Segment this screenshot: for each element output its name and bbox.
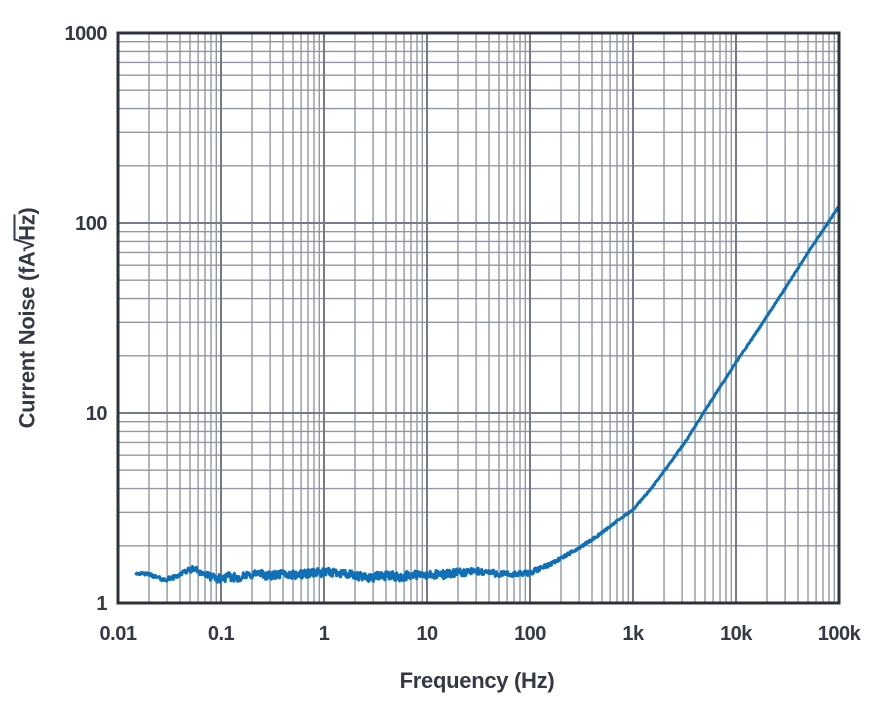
y-axis-title-radicand: Hz [13,214,40,241]
x-tick-label: 100k [818,623,862,645]
plot-border [116,31,841,605]
x-tick-label: 10 [416,623,438,645]
y-tick-label: 10 [86,403,108,425]
y-tick-label: 100 [75,213,107,235]
x-tick-label: 0.1 [208,623,235,645]
x-axis-title: Frequency (Hz) [399,668,555,693]
x-tick-label: 1 [319,623,330,645]
y-axis-title: Current Noise (fA√Hz) [12,207,41,429]
noise-curve [134,204,841,584]
sqrt-symbol: √ [12,238,39,252]
y-tick-label: 1000 [65,23,108,45]
y-axis-title-suffix: ) [14,207,40,215]
x-tick-label: 10k [720,623,753,645]
grid-minor-lines [118,33,839,603]
x-tick-label: 1k [622,623,645,645]
y-axis-title-prefix: Current Noise (fA [14,251,40,429]
x-tick-label: 0.01 [100,623,137,645]
x-tick-label: 100 [514,623,546,645]
y-tick-label: 1 [96,593,107,615]
